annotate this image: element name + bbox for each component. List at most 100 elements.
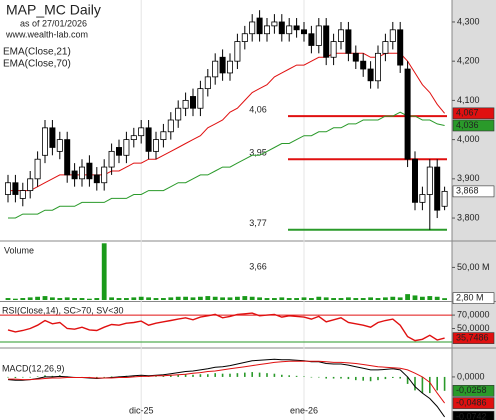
candle-body [426,166,433,195]
volume-bar [301,297,307,300]
candle-body [249,21,256,35]
histogram-bar [325,376,327,379]
x-tick-label: ene-26 [290,405,318,415]
candle-body [5,182,11,195]
candle-body [374,52,381,82]
level-label: 3,95 [249,148,267,158]
candle-body [101,166,108,184]
candle-body [441,190,448,207]
candle-body [79,166,86,180]
histogram-bar [429,376,431,394]
volume-bar [397,297,403,300]
volume-bar [168,297,174,300]
volume-bar [198,296,203,300]
legend-entry: EMA(Close,70) [3,59,71,70]
histogram-bar [29,376,31,378]
candle-body [49,127,56,148]
candle-body [234,41,241,62]
volume-bar [183,296,188,300]
y-tick-label: 70,0000 [457,309,490,319]
panel-title: MACD(12,26,9) [2,363,65,373]
candle-body [419,194,426,203]
last-value-box [452,385,495,397]
axis-background [452,0,496,420]
candle-body [263,25,270,35]
last-value-box [452,107,495,120]
histogram-bar [207,374,209,377]
candle-body [86,162,93,180]
candle-body [42,127,49,156]
histogram-bar [362,376,364,381]
histogram-bar [281,374,283,377]
candle-body [130,135,137,141]
candle-body [411,158,418,203]
volume-bar [50,297,55,300]
histogram-bar [36,376,39,377]
volume-bar [146,297,151,300]
level-label: 3,77 [249,218,267,228]
panel-title: RSI(Close,14), SC>70, SV<30 [2,305,124,315]
x-tick-label: dic-25 [129,405,154,415]
volume-bar [42,296,48,300]
histogram-bar [192,374,194,377]
volume-bar [383,297,388,300]
volume-bar [116,298,122,300]
candle-body [93,174,100,184]
candle-body [123,139,130,156]
histogram-bar [406,376,409,384]
candle-body [337,29,344,42]
y-tick-label: 4,000 [457,134,480,144]
candle-body [138,127,145,137]
histogram-bar [392,376,394,378]
histogram-bar [177,374,179,377]
y-tick-label: 3,800 [457,212,480,222]
volume-bar [205,296,211,300]
series-line [8,111,445,219]
volume-bar [279,297,285,300]
candle-body [308,33,315,46]
volume-bar [257,297,262,300]
candle-body [212,60,219,78]
volume-bar [368,297,373,300]
histogram-bar [310,376,313,378]
last-value-box [452,332,495,344]
volume-bar [264,298,270,300]
volume-bar [153,298,159,300]
histogram-bar [221,373,224,377]
histogram-bar [288,375,290,377]
histogram-bar [251,372,253,377]
volume-bar [5,298,11,300]
histogram-bar [303,376,305,377]
candle-body [389,29,396,42]
histogram-bar [266,373,268,377]
last-value-box [452,185,495,198]
y-tick-label: 0,0000 [457,371,485,381]
candle-body [241,33,248,42]
source: www.wealth-lab.com [5,29,88,39]
histogram-bar [295,375,298,377]
histogram-bar [170,375,172,377]
histogram-bar [377,376,379,381]
histogram-bar [273,373,276,377]
histogram-bar [22,376,24,378]
candle-body [352,52,359,62]
last-value-box [452,397,495,409]
candle-body [197,88,204,109]
candle-body [108,150,115,168]
volume-bar [235,296,240,300]
volume-bar [131,297,137,300]
volume-bar [87,298,92,300]
volume-bar [220,297,225,300]
candle-body [152,139,159,152]
histogram-bar [96,376,98,378]
volume-bar [427,296,433,300]
level-label: 3,66 [249,261,267,271]
histogram-bar [421,376,424,394]
histogram-bar [133,375,135,377]
histogram-bar [14,376,17,378]
volume-bar [353,298,359,300]
legend-entry: EMA(Close,21) [3,47,71,58]
candle-body [160,131,167,141]
y-tick-label: 4,300 [457,16,480,26]
